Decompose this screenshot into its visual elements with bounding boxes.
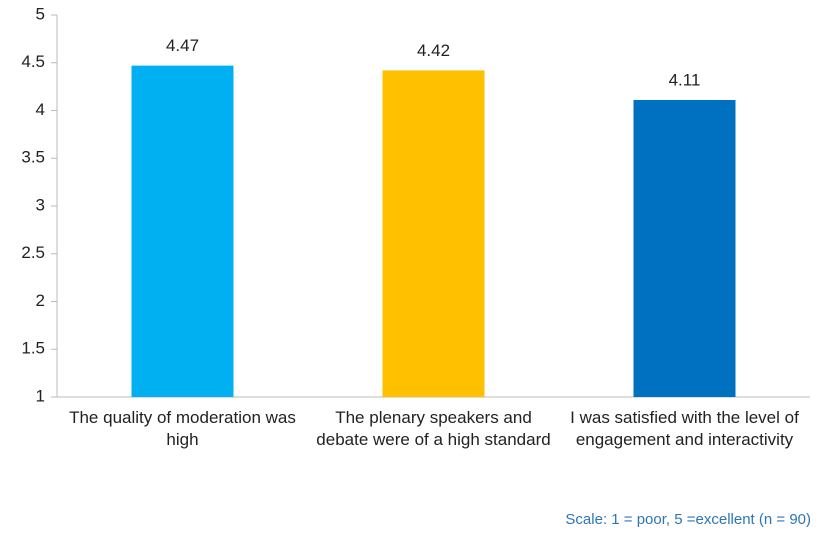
bar: [633, 99, 736, 398]
scale-note: Scale: 1 = poor, 5 =excellent (n = 90): [565, 511, 811, 528]
x-tick-label: The quality of moderation was high: [69, 408, 296, 449]
x-tick-label: The plenary speakers and debate were of …: [316, 408, 551, 449]
y-tick-label: 2.5: [21, 243, 45, 262]
y-tick-label: 3.5: [21, 148, 45, 167]
x-tick-label: I was satisfied with the level of engage…: [570, 408, 799, 449]
y-tick-label: 5: [36, 4, 45, 23]
data-label: 4.11: [669, 70, 701, 89]
y-tick-label: 1: [36, 386, 45, 405]
data-label: 4.42: [417, 41, 450, 60]
data-label: 4.47: [166, 36, 199, 55]
bar: [131, 65, 234, 398]
bar: [382, 70, 485, 397]
y-tick-label: 2: [36, 291, 45, 310]
y-tick-label: 4.5: [21, 52, 45, 71]
y-tick-label: 1.5: [21, 339, 45, 358]
y-tick-label: 3: [36, 195, 45, 214]
y-tick-label: 4: [36, 100, 45, 119]
